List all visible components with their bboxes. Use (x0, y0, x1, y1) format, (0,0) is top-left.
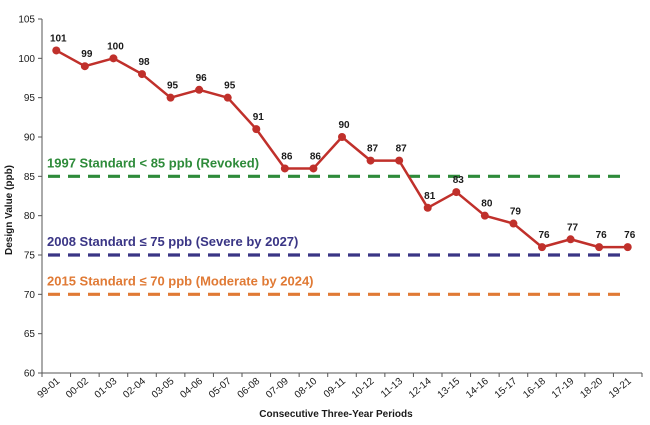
y-tick-label: 80 (24, 211, 36, 222)
data-label: 98 (138, 57, 150, 68)
data-point (423, 203, 432, 212)
data-label: 101 (50, 33, 67, 44)
x-tick-label: 13-15 (436, 376, 463, 401)
y-axis: 60 65 70 75 80 85 90 95 100 105 (18, 15, 43, 380)
series: 101 99 100 98 95 96 95 91 86 86 90 87 87 81 83 80 79 76 77… (50, 33, 636, 252)
data-point (452, 188, 461, 197)
reference-lines: 1997 Standard < 85 ppb (Revoked) 2008 Sta… (47, 155, 628, 296)
data-point (195, 85, 204, 94)
x-tick-label: 05-07 (207, 376, 234, 401)
data-point (623, 243, 632, 252)
data-label: 79 (510, 207, 522, 218)
x-tick-label: 04-06 (178, 376, 205, 401)
x-tick-label: 08-10 (293, 376, 320, 401)
y-tick-label: 75 (24, 251, 36, 262)
data-label: 95 (224, 81, 236, 92)
data-label: 81 (424, 191, 436, 202)
x-tick-label: 01-03 (93, 376, 120, 401)
x-tick-label: 09-11 (322, 376, 348, 401)
x-tick-label: 02-04 (121, 376, 148, 401)
data-label: 87 (396, 144, 408, 155)
y-tick-label: 65 (24, 329, 36, 340)
data-point (338, 133, 346, 141)
data-label: 76 (538, 230, 550, 241)
x-tick-label: 15-17 (493, 376, 520, 401)
series-line (55, 49, 628, 249)
x-tick-label: 03-05 (150, 376, 177, 401)
reference-line-label: 1997 Standard < 85 ppb (Revoked) (47, 155, 259, 170)
data-point (252, 125, 261, 134)
x-tick-label: 18-20 (578, 376, 605, 401)
x-tick-label: 19-21 (607, 376, 634, 401)
y-tick-label: 95 (24, 93, 36, 104)
y-tick-label: 100 (18, 54, 35, 65)
y-axis-title: Design Value (ppb) (4, 165, 15, 255)
data-point (395, 156, 404, 165)
x-tick-label: 07-09 (264, 376, 291, 401)
x-axis: 99-01 00-02 01-03 02-04 03-05 04-06 05-07 06-08… (36, 372, 643, 401)
data-point (223, 93, 232, 102)
data-point (52, 46, 61, 55)
data-label: 76 (596, 230, 608, 241)
data-point (480, 211, 489, 220)
data-label: 83 (453, 175, 465, 186)
data-label: 86 (281, 151, 293, 162)
y-tick-label: 90 (24, 133, 36, 144)
data-label: 99 (81, 49, 93, 60)
x-tick-label: 11-13 (379, 376, 405, 401)
x-tick-label: 17-19 (550, 376, 577, 401)
x-tick-label: 06-08 (236, 376, 263, 401)
data-point (309, 164, 318, 173)
data-label: 90 (338, 120, 350, 131)
data-label: 87 (367, 144, 379, 155)
data-label: 91 (253, 112, 265, 123)
x-tick-label: 16-18 (521, 376, 548, 401)
data-point (138, 70, 146, 79)
data-label: 96 (196, 73, 208, 84)
data-point (538, 243, 546, 252)
y-tick-label: 85 (24, 172, 36, 183)
y-tick-label: 105 (18, 15, 35, 26)
reference-line-label: 2015 Standard ≤ 70 ppb (Moderate by 2024… (47, 273, 314, 288)
data-point (595, 243, 604, 252)
data-point (280, 164, 289, 173)
data-point (109, 54, 118, 63)
data-label: 95 (167, 81, 179, 92)
x-tick-label: 00-02 (64, 376, 91, 401)
data-point (509, 219, 518, 228)
data-label: 100 (107, 41, 124, 52)
x-tick-label: 14-16 (464, 376, 491, 401)
data-label: 77 (567, 222, 579, 233)
x-axis-title: Consecutive Three-Year Periods (259, 409, 413, 420)
x-tick-label: 99-01 (36, 376, 63, 401)
x-tick-label: 10-12 (350, 376, 377, 401)
data-label: 86 (310, 151, 322, 162)
data-point (80, 62, 89, 71)
y-tick-label: 60 (24, 369, 36, 380)
data-label: 80 (481, 199, 493, 210)
data-point (366, 156, 375, 165)
reference-line-label: 2008 Standard ≤ 75 ppb (Severe by 2027) (47, 234, 298, 249)
y-tick-label: 70 (24, 290, 36, 301)
data-point (566, 235, 575, 244)
x-tick-label: 12-14 (407, 376, 434, 401)
data-label: 76 (624, 230, 636, 241)
data-point (166, 93, 175, 102)
